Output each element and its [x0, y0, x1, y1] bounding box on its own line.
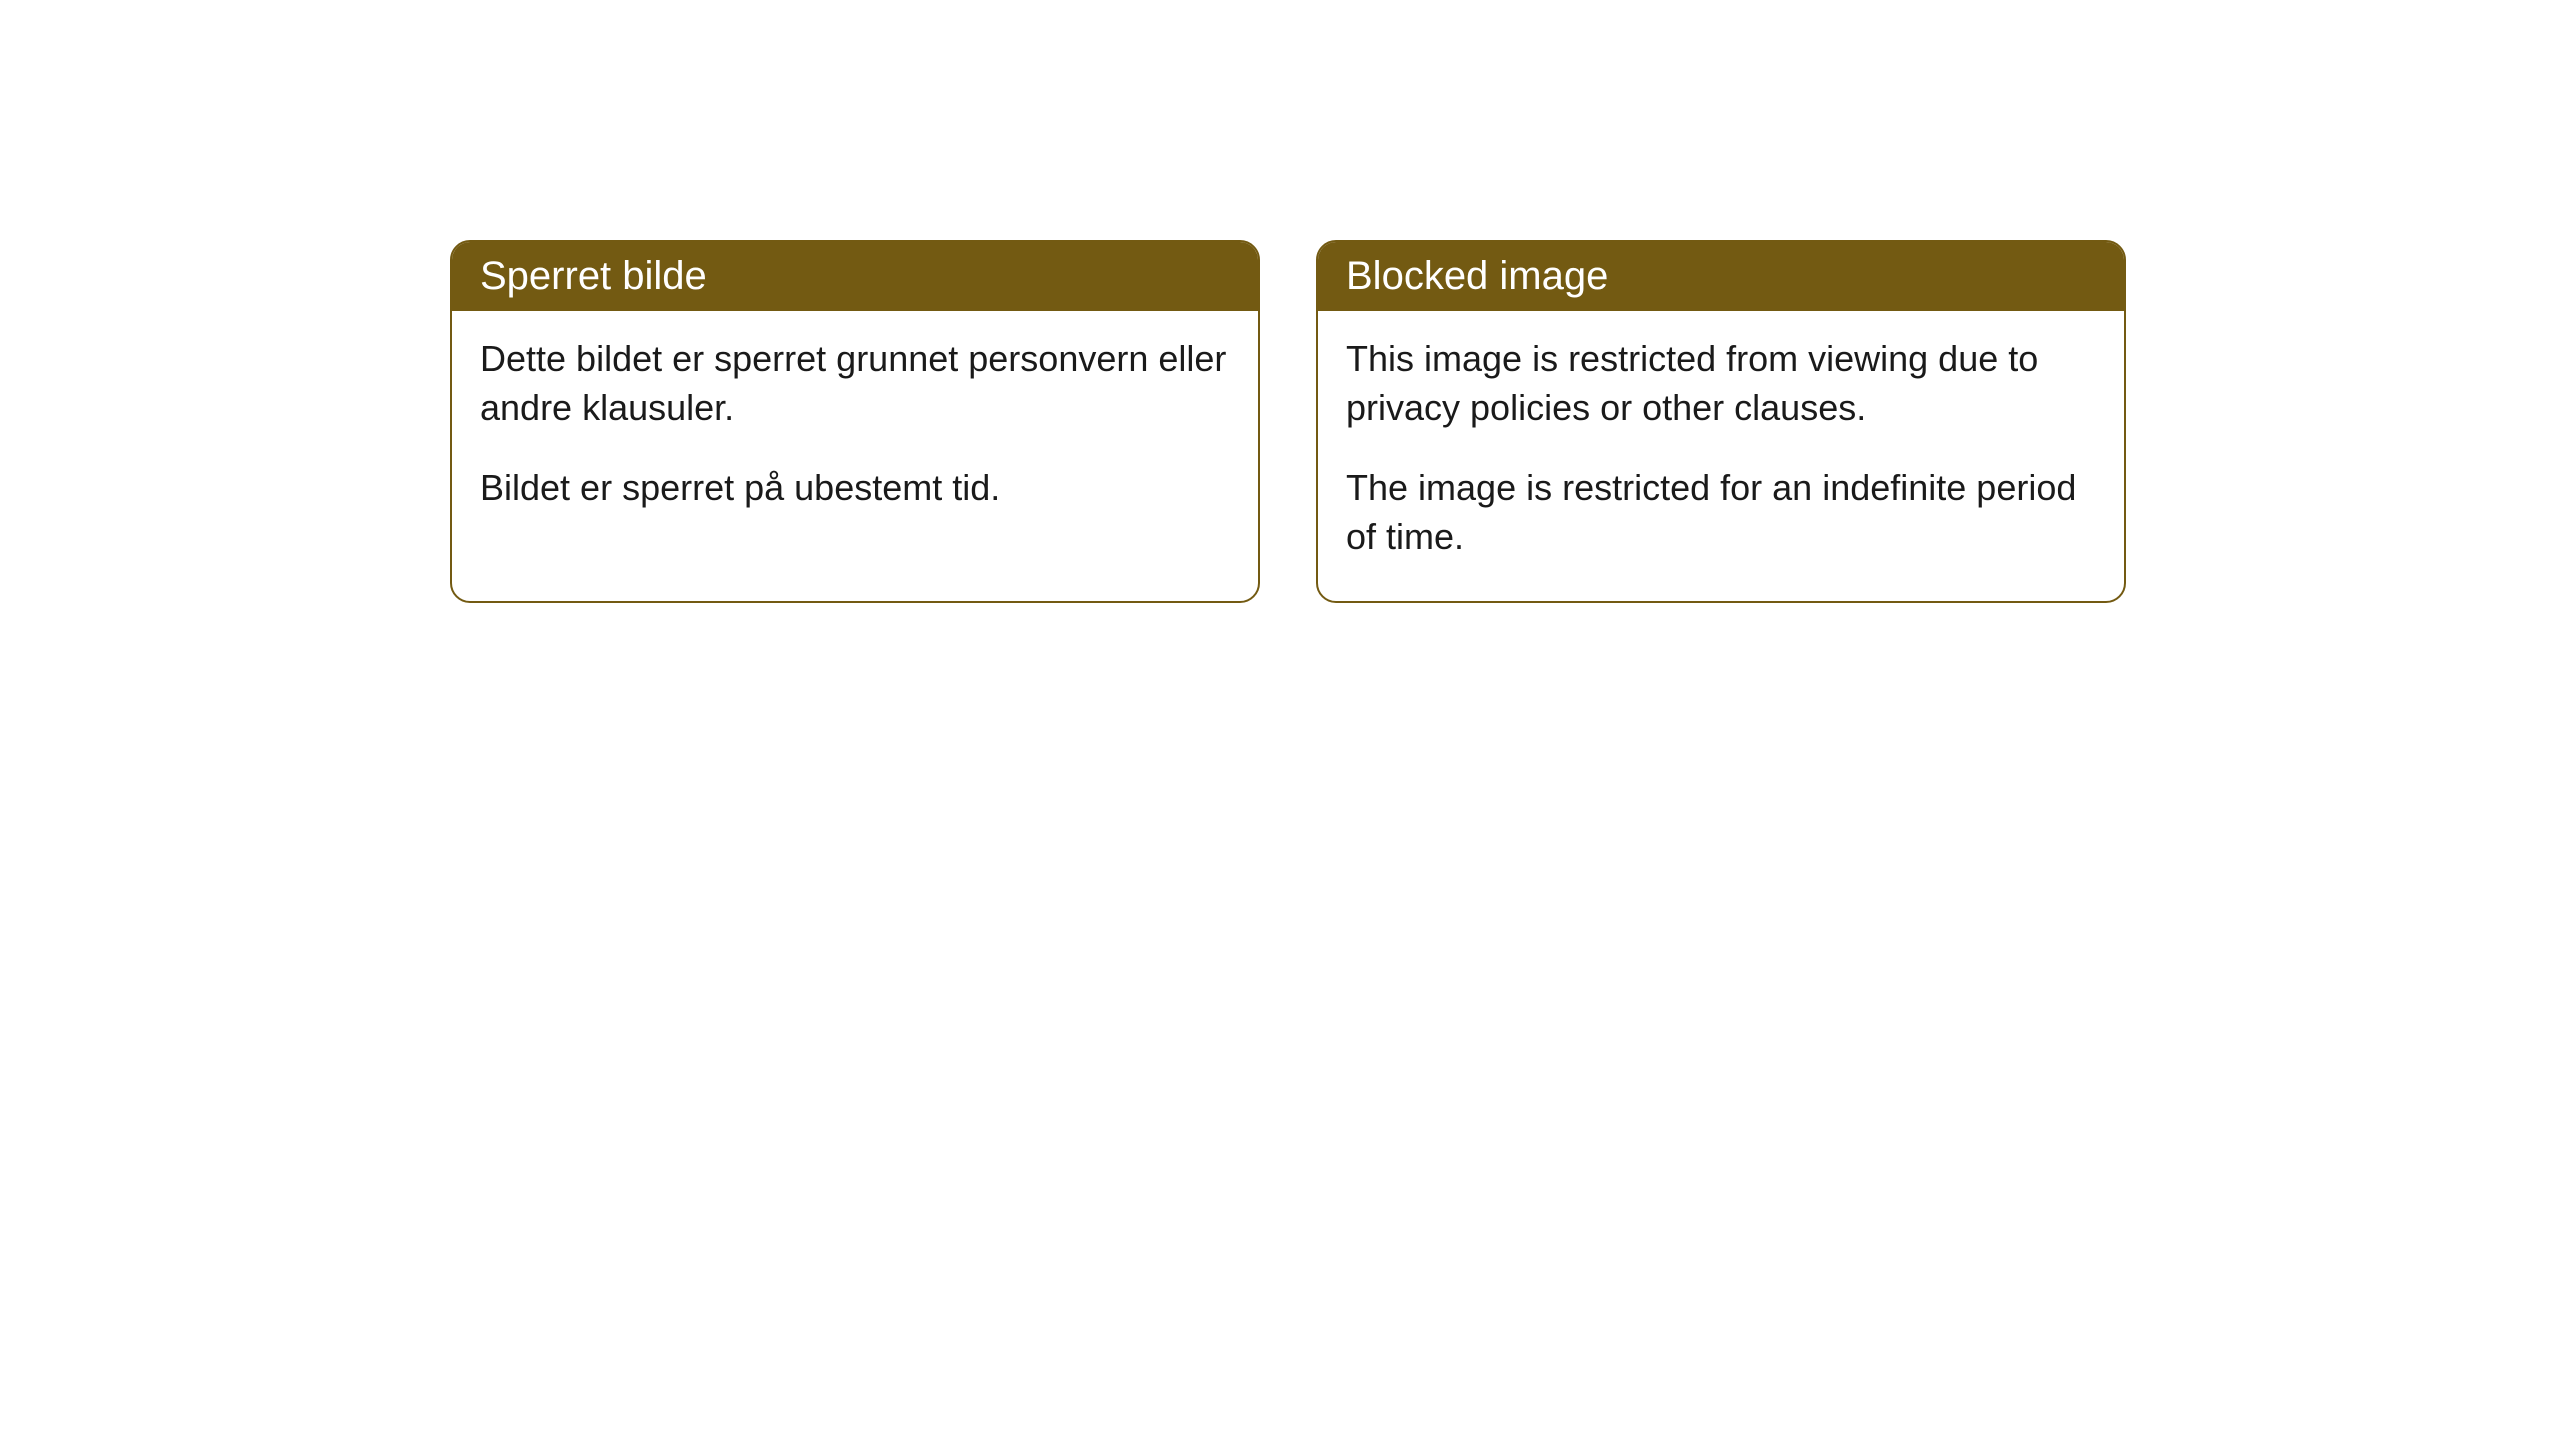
card-body-english: This image is restricted from viewing du…	[1318, 311, 2124, 601]
notice-card-norwegian: Sperret bilde Dette bildet er sperret gr…	[450, 240, 1260, 603]
card-body-norwegian: Dette bildet er sperret grunnet personve…	[452, 311, 1258, 553]
card-paragraph: Bildet er sperret på ubestemt tid.	[480, 464, 1230, 513]
card-title: Sperret bilde	[480, 254, 707, 298]
notice-card-english: Blocked image This image is restricted f…	[1316, 240, 2126, 603]
card-paragraph: This image is restricted from viewing du…	[1346, 335, 2096, 432]
card-header-norwegian: Sperret bilde	[452, 242, 1258, 311]
card-header-english: Blocked image	[1318, 242, 2124, 311]
card-title: Blocked image	[1346, 254, 1608, 298]
card-paragraph: The image is restricted for an indefinit…	[1346, 464, 2096, 561]
card-paragraph: Dette bildet er sperret grunnet personve…	[480, 335, 1230, 432]
notice-cards-container: Sperret bilde Dette bildet er sperret gr…	[0, 0, 2560, 603]
